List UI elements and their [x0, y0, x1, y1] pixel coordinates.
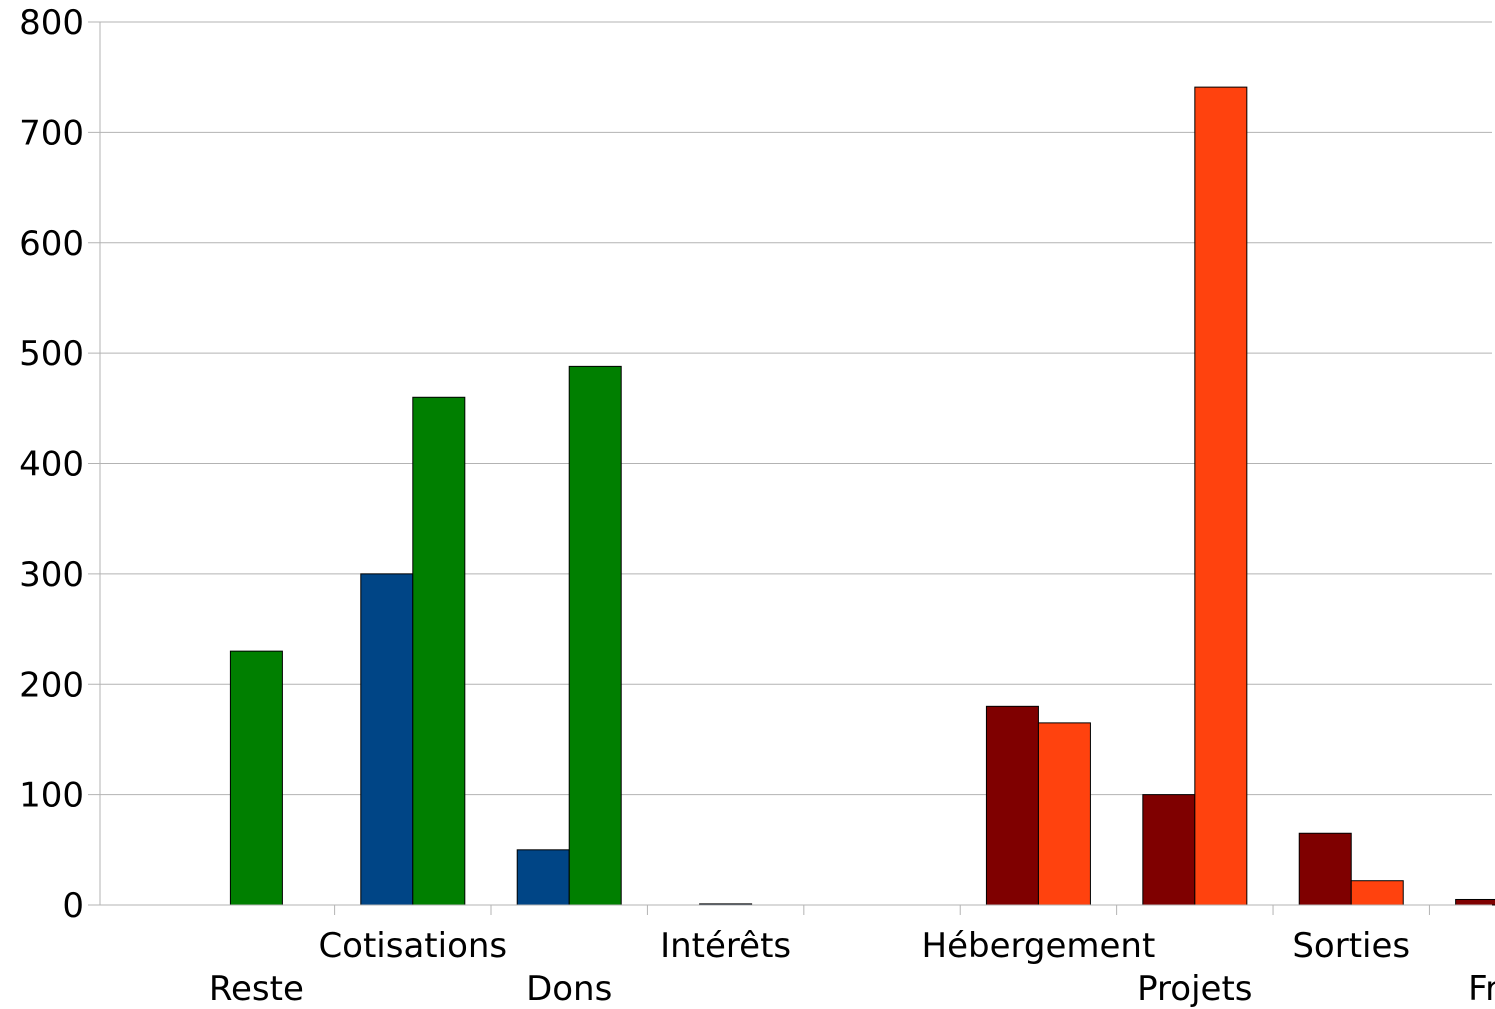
- x-category-labels: Reste Cotisations Dons Intérêts HébergementP…: [209, 926, 1495, 1009]
- bar: [568, 365, 622, 906]
- y-tick-label: 500: [19, 334, 84, 374]
- y-tick-labels: 0 100 200 300 400 500 600 700 800: [19, 3, 84, 926]
- bars: [229, 86, 1495, 906]
- bar: [1194, 86, 1248, 906]
- y-tick-label: 400: [19, 445, 84, 485]
- x-category-label: Hébergement: [922, 926, 1156, 966]
- bar: [1455, 898, 1495, 906]
- y-tick-label: 700: [19, 113, 84, 153]
- y-tick-label: 300: [19, 555, 84, 595]
- bar: [1298, 832, 1352, 906]
- y-tick-label: 0: [62, 886, 84, 926]
- bar: [1142, 794, 1196, 906]
- y-tick-label: 100: [19, 776, 84, 816]
- y-tick-label: 200: [19, 665, 84, 705]
- x-category-label: Cotisations: [318, 926, 507, 966]
- gridlines: [100, 21, 1492, 796]
- bar: [360, 573, 414, 906]
- bar: [412, 396, 466, 906]
- x-category-label: Reste: [209, 969, 304, 1009]
- bar: [1037, 722, 1091, 906]
- y-tick-label: 600: [19, 224, 84, 264]
- bar: [985, 705, 1039, 906]
- x-category-label: Frais: [1468, 969, 1495, 1009]
- x-category-label: Projets: [1137, 969, 1252, 1009]
- x-category-label: Dons: [526, 969, 612, 1009]
- axes: [88, 21, 1492, 915]
- x-category-label: Intérêts: [660, 926, 791, 966]
- y-tick-label: 800: [19, 3, 84, 43]
- bar: [1350, 880, 1404, 906]
- bar: [229, 650, 283, 906]
- bar: [516, 849, 570, 906]
- x-category-label: Sorties: [1292, 926, 1410, 966]
